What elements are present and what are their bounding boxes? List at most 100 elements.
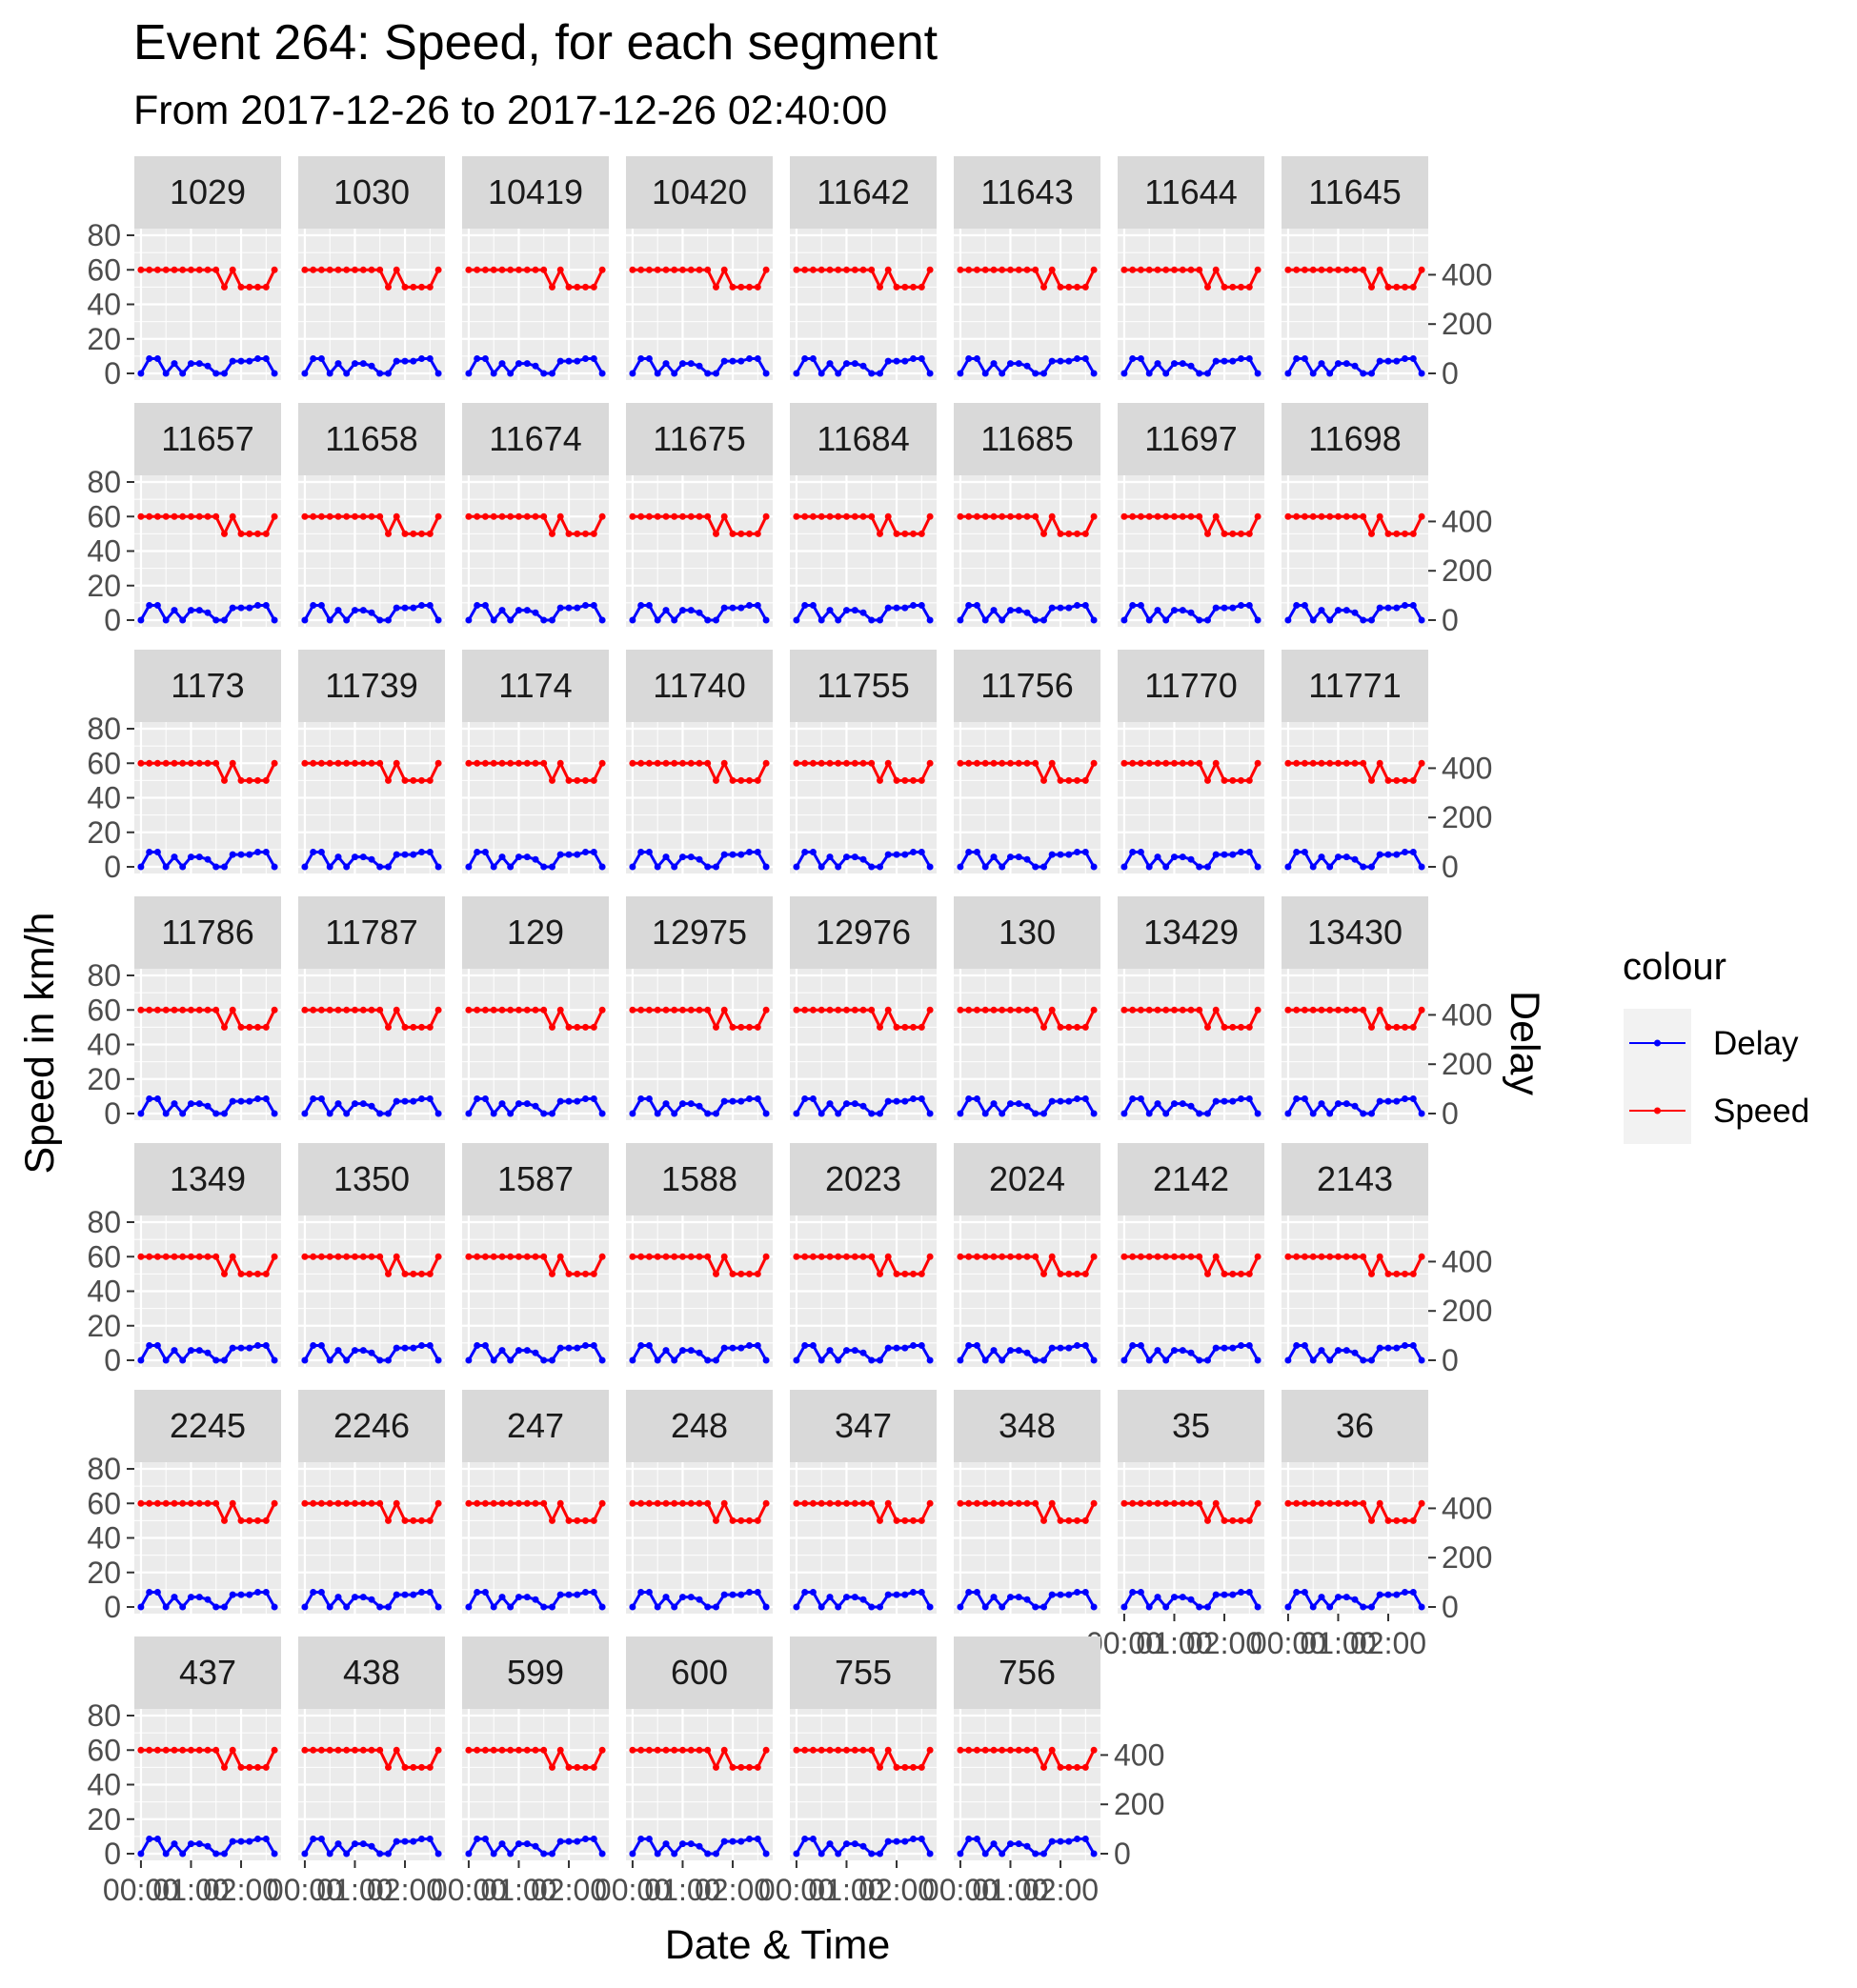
delay-point	[629, 370, 636, 377]
speed-point	[1032, 1253, 1040, 1260]
facet-panel: 11787	[298, 896, 445, 1120]
delay-point	[1238, 1342, 1244, 1349]
speed-point	[1301, 266, 1308, 273]
speed-point	[1384, 1270, 1392, 1277]
speed-point	[212, 1499, 220, 1507]
speed-point	[171, 1006, 178, 1014]
y2-tick-label: 400	[1442, 997, 1492, 1032]
facet-panel: 11684	[790, 403, 937, 627]
speed-point	[1318, 1006, 1325, 1014]
delay-point	[981, 370, 989, 377]
delay-point	[393, 851, 400, 858]
speed-point	[204, 266, 212, 273]
speed-point	[662, 1746, 670, 1754]
speed-point	[754, 530, 761, 537]
speed-point	[884, 1746, 892, 1754]
facet-panel: 130	[954, 896, 1100, 1120]
speed-point	[301, 1499, 309, 1507]
speed-point	[1065, 1763, 1073, 1771]
facet-strip	[626, 1390, 773, 1462]
delay-point	[826, 1594, 834, 1601]
speed-point	[910, 530, 917, 537]
delay-point	[737, 357, 745, 365]
speed-point	[746, 1270, 753, 1277]
delay-point	[696, 1596, 703, 1603]
speed-point	[237, 530, 245, 537]
delay-point	[637, 1342, 645, 1349]
speed-point	[1081, 1516, 1089, 1524]
speed-point	[746, 1023, 753, 1031]
speed-point	[1179, 266, 1186, 273]
delay-point	[310, 602, 317, 609]
delay-point	[1048, 1344, 1056, 1352]
speed-point	[901, 283, 909, 291]
speed-point	[1179, 759, 1186, 767]
delay-point	[1393, 851, 1401, 858]
delay-point	[746, 602, 753, 609]
speed-point	[1418, 266, 1425, 273]
delay-point	[146, 1342, 153, 1349]
y-tick-label: 40	[87, 534, 121, 569]
delay-point	[565, 1344, 573, 1352]
delay-point	[385, 616, 392, 624]
delay-point	[910, 1342, 917, 1349]
delay-point	[1342, 853, 1350, 861]
speed-point	[877, 530, 883, 537]
delay-point	[662, 360, 670, 368]
speed-point	[687, 1253, 695, 1260]
speed-point	[368, 512, 375, 520]
delay-point	[334, 360, 342, 368]
speed-point	[662, 266, 670, 273]
delay-point	[317, 849, 325, 855]
speed-point	[704, 1006, 712, 1014]
facet-strip-label: 600	[671, 1653, 728, 1692]
delay-point	[918, 1836, 925, 1842]
facet-strip	[298, 650, 445, 722]
speed-point	[737, 1023, 745, 1031]
speed-point	[1179, 1499, 1186, 1507]
delay-point	[1065, 851, 1073, 858]
speed-point	[671, 1499, 678, 1507]
speed-point	[204, 512, 212, 520]
speed-point	[556, 1746, 564, 1754]
speed-point	[1221, 1270, 1228, 1277]
delay-point	[204, 609, 212, 616]
speed-point	[137, 512, 145, 520]
speed-point	[843, 1006, 850, 1014]
delay-point	[498, 360, 506, 368]
speed-point	[465, 759, 473, 767]
speed-point	[1229, 530, 1237, 537]
delay-point	[271, 863, 278, 871]
delay-point	[1293, 849, 1301, 855]
delay-point	[410, 1591, 417, 1598]
delay-point	[195, 607, 203, 614]
delay-point	[574, 1097, 581, 1105]
y2-tick-label: 0	[1442, 1590, 1459, 1624]
speed-point	[990, 1006, 998, 1014]
y2-tick-label: 400	[1442, 1244, 1492, 1278]
delay-point	[859, 362, 867, 370]
speed-point	[990, 759, 998, 767]
speed-point	[1074, 283, 1080, 291]
speed-point	[843, 1499, 850, 1507]
y2-tick-label: 200	[1442, 553, 1492, 588]
delay-point	[877, 1356, 883, 1364]
delay-point	[310, 1342, 317, 1349]
y-tick-label: 60	[87, 746, 121, 780]
speed-point	[859, 1746, 867, 1754]
delay-point	[671, 1356, 678, 1364]
delay-point	[809, 1342, 817, 1349]
speed-point	[1137, 1253, 1144, 1260]
delay-point	[1409, 1342, 1417, 1349]
speed-point	[385, 1516, 392, 1524]
speed-point	[540, 1499, 548, 1507]
delay-point	[582, 602, 589, 609]
delay-point	[598, 370, 606, 377]
speed-point	[746, 283, 753, 291]
speed-point	[352, 759, 358, 767]
delay-point	[1015, 1347, 1022, 1355]
speed-point	[1040, 1270, 1047, 1277]
delay-point	[376, 1356, 384, 1364]
speed-point	[481, 512, 489, 520]
speed-point	[999, 1746, 1006, 1754]
